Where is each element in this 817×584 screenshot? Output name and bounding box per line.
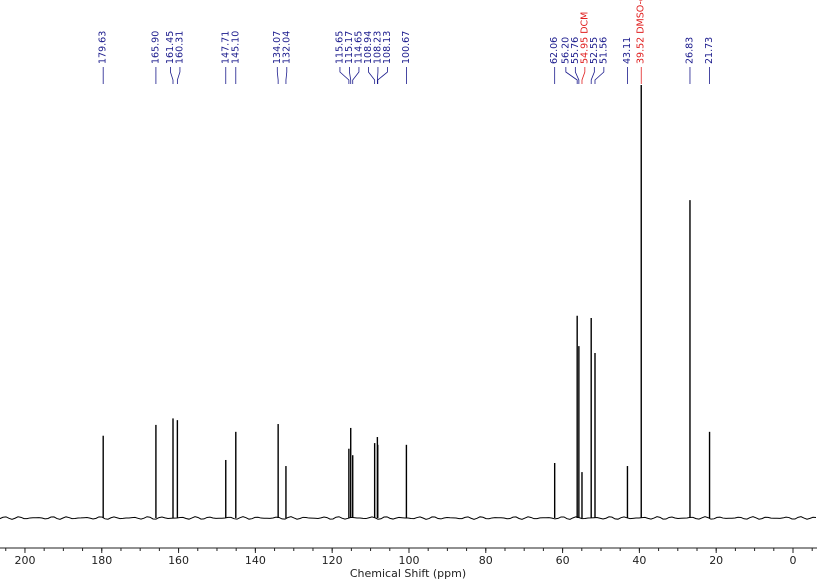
peak-label: 108.94 [363, 31, 374, 64]
x-tick-label: 160 [168, 554, 189, 567]
peak-label: 56.20 [560, 37, 571, 64]
peak-label: 39.52 DMSO-d6 [636, 0, 647, 64]
peak-label: 134.07 [272, 31, 283, 64]
x-tick-label: 140 [245, 554, 266, 567]
peak-label: 114.65 [353, 31, 364, 64]
x-tick-label: 0 [789, 554, 796, 567]
peak-label: 43.11 [622, 37, 633, 64]
x-tick-label: 40 [632, 554, 646, 567]
peak-label-connector [377, 67, 388, 84]
peak-label: 161.45 [165, 31, 176, 64]
peak-label-connector [339, 67, 350, 84]
peak-label-connector [349, 67, 352, 84]
peak-label: 160.31 [174, 31, 185, 64]
peak-label-connector [565, 67, 578, 84]
peak-label: 52.55 [589, 37, 600, 64]
peak-label: 147.71 [220, 31, 231, 64]
x-tick-label: 80 [479, 554, 493, 567]
peak-label-connector [574, 67, 580, 84]
peak-label-connector [581, 67, 586, 84]
peak-label: 108.23 [372, 31, 383, 64]
peak-label: 55.76 [570, 37, 581, 64]
peak-label: 115.65 [334, 31, 345, 64]
x-tick-label: 120 [322, 554, 343, 567]
peak-label: 100.67 [401, 31, 412, 64]
peak-label-connector [170, 67, 174, 84]
x-axis-label: Chemical Shift (ppm) [350, 567, 466, 580]
peak-label: 54.95 DCM [579, 12, 590, 64]
peak-label-connector [368, 67, 376, 84]
x-tick-label: 200 [14, 554, 35, 567]
peak-label: 51.56 [598, 37, 609, 64]
peak-label-connector [176, 67, 181, 84]
peak-label-connector [285, 67, 288, 84]
peak-label: 26.83 [684, 37, 695, 64]
peak-label-connector [594, 67, 605, 84]
x-tick-label: 60 [556, 554, 570, 567]
peak-label-connector [276, 67, 279, 84]
x-tick-label: 180 [91, 554, 112, 567]
x-tick-label: 100 [398, 554, 419, 567]
peak-label: 179.63 [98, 31, 109, 64]
peak-label: 62.06 [549, 37, 560, 64]
peak-label-connector [352, 67, 360, 84]
peak-label: 21.73 [704, 37, 715, 64]
peak-label: 108.13 [382, 31, 393, 64]
peak-label: 132.04 [281, 31, 292, 64]
x-tick-label: 20 [709, 554, 723, 567]
baseline [0, 516, 817, 520]
peak-label: 165.90 [150, 31, 161, 64]
peak-label-connector [590, 67, 595, 84]
peak-label: 115.17 [344, 31, 355, 64]
peak-label: 145.10 [230, 31, 241, 64]
